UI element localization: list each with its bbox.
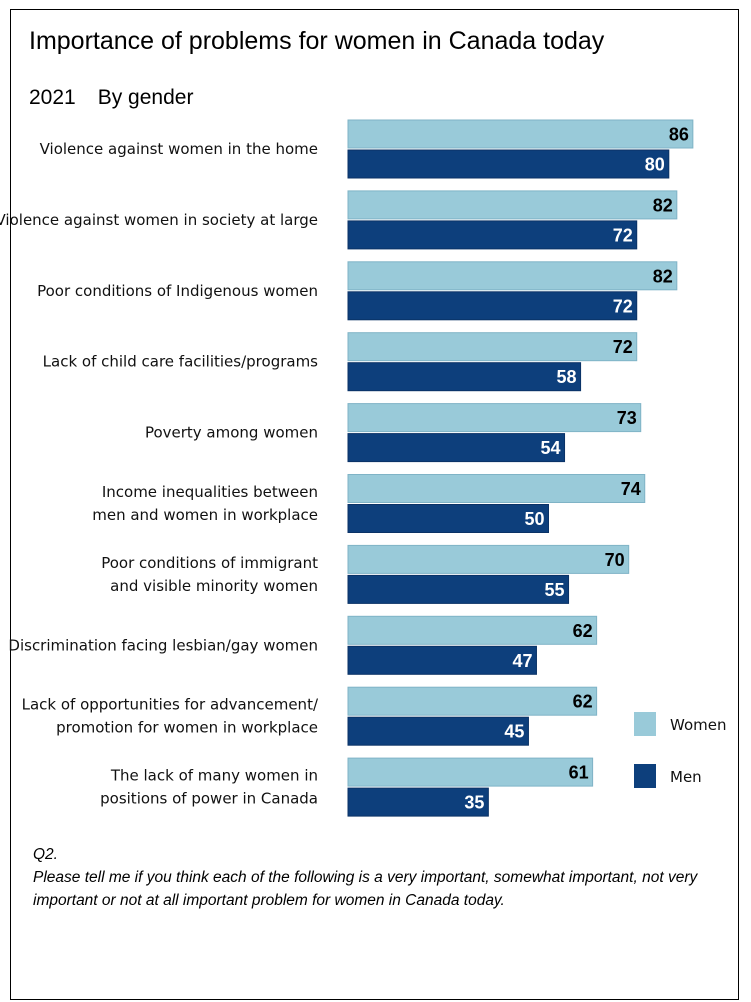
bar-men xyxy=(347,645,537,675)
data-label: 61 xyxy=(569,763,589,783)
bar-men xyxy=(347,716,529,746)
footnote: Q2. Please tell me if you think each of … xyxy=(33,843,733,912)
data-label: 58 xyxy=(557,367,577,387)
bar-men xyxy=(347,291,638,321)
category-label: Poor conditions of Indigenous women xyxy=(37,282,318,300)
category-label: Violence against women in society at lar… xyxy=(0,211,318,229)
category-label: Poverty among women xyxy=(145,424,318,442)
bar-women xyxy=(347,544,630,574)
bar-men xyxy=(347,433,566,463)
data-label: 62 xyxy=(573,621,593,641)
bar-men xyxy=(347,574,570,604)
data-label: 50 xyxy=(524,509,544,529)
bar-women xyxy=(347,403,642,433)
data-label: 54 xyxy=(541,438,561,458)
data-label: 70 xyxy=(605,550,625,570)
category-label: promotion for women in workplace xyxy=(56,719,318,737)
data-label: 35 xyxy=(464,793,484,813)
chart-title: Importance of problems for women in Cana… xyxy=(29,27,605,55)
bar-men xyxy=(347,362,582,392)
subtitle-year: 2021 xyxy=(29,86,76,109)
bar-women xyxy=(347,332,638,362)
data-label: 47 xyxy=(512,651,532,671)
bar-women xyxy=(347,686,598,716)
category-label: Discrimination facing lesbian/gay women xyxy=(8,636,318,654)
data-label: 45 xyxy=(504,722,524,742)
legend-swatch-women xyxy=(634,712,656,736)
data-label: 80 xyxy=(645,155,665,175)
category-label: Lack of child care facilities/programs xyxy=(43,353,319,371)
legend-swatch-men xyxy=(634,764,656,788)
data-label: 86 xyxy=(669,125,689,145)
bar-men xyxy=(347,787,489,817)
legend-label-women: Women xyxy=(670,716,726,734)
category-label: The lack of many women in xyxy=(110,767,318,785)
bar-women xyxy=(347,757,594,787)
bar-women xyxy=(347,261,678,291)
bar-women xyxy=(347,119,694,149)
data-label: 82 xyxy=(653,266,673,286)
data-label: 72 xyxy=(613,225,633,245)
bar-women xyxy=(347,474,646,503)
category-label: positions of power in Canada xyxy=(100,790,318,808)
category-label: Violence against women in the home xyxy=(40,140,318,158)
data-label: 73 xyxy=(617,408,637,428)
category-label: men and women in workplace xyxy=(92,506,318,524)
bar-women xyxy=(347,190,678,220)
bar-men xyxy=(347,504,549,533)
legend-label-men: Men xyxy=(670,768,702,786)
data-label: 74 xyxy=(621,479,641,499)
category-label: Lack of opportunities for advancement/ xyxy=(22,696,319,714)
data-label: 82 xyxy=(653,195,673,215)
bar-women xyxy=(347,615,598,645)
data-label: 62 xyxy=(573,692,593,712)
data-label: 55 xyxy=(545,580,565,600)
data-label: 72 xyxy=(613,337,633,357)
category-label: Income inequalities between xyxy=(102,483,318,501)
category-label: Poor conditions of immigrant xyxy=(101,554,318,572)
chart-subtitle: 2021 By gender xyxy=(29,86,193,110)
data-label: 72 xyxy=(613,296,633,316)
bar-men xyxy=(347,149,670,179)
footnote-text: Please tell me if you think each of the … xyxy=(33,869,698,909)
bar-men xyxy=(347,220,638,250)
footnote-question: Q2. xyxy=(33,846,58,863)
category-label: and visible minority women xyxy=(110,577,318,595)
subtitle-group: By gender xyxy=(97,86,194,109)
